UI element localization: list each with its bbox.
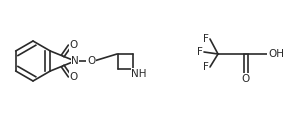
Text: F: F [203,34,209,44]
Text: F: F [203,62,209,72]
Text: OH: OH [268,49,284,59]
Text: F: F [197,47,203,57]
Text: O: O [87,56,95,66]
Text: NH: NH [131,69,147,79]
Text: O: O [70,72,78,82]
Text: O: O [70,40,78,50]
Text: N: N [71,56,79,66]
Text: O: O [242,74,250,84]
